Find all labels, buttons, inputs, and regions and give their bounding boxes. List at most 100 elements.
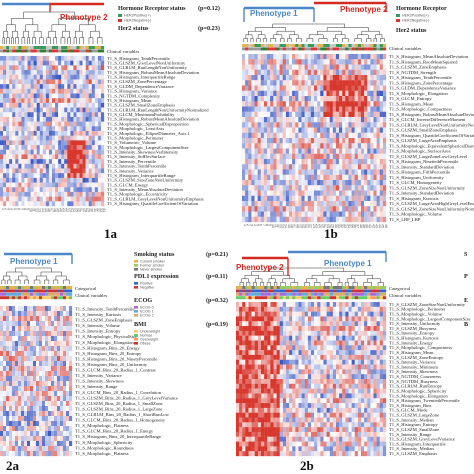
- heatmap-cell: [58, 88, 62, 94]
- heatmap-cell: [357, 345, 362, 351]
- heatmap-cell: [42, 84, 47, 89]
- heatmap-cell: [0, 336, 4, 342]
- heatmap-cell: [282, 132, 286, 139]
- heatmap-cell: [42, 441, 46, 447]
- heatmap-cell: [48, 346, 52, 352]
- heatmap-cell: [263, 59, 268, 65]
- heatmap-cell: [367, 117, 371, 123]
- heatmap-cell: [82, 154, 86, 160]
- heatmap-cell: [360, 111, 365, 118]
- heatmap-cell: [323, 101, 327, 107]
- heatmap-cell: [15, 131, 19, 136]
- heatmap-cell: [254, 148, 258, 154]
- heatmap-cell: [57, 311, 61, 317]
- heatmap-cell: [30, 60, 34, 66]
- heatmap-cell: [273, 335, 277, 341]
- heatmap-cell: [376, 330, 380, 336]
- heatmap-cell: [314, 201, 318, 207]
- heatmap-cell: [261, 321, 265, 327]
- heatmap-cell: [382, 335, 387, 341]
- heatmap-cell: [30, 70, 34, 75]
- heatmap-cell: [82, 79, 86, 85]
- heatmap-cell: [33, 306, 37, 312]
- heatmap-cell: [6, 336, 10, 342]
- sample-label: 44: [378, 224, 382, 228]
- heatmap-cell: [298, 69, 302, 76]
- heatmap-cell: [36, 93, 40, 99]
- heatmap-cell: [301, 75, 305, 81]
- heatmap-cell: [88, 131, 92, 136]
- heatmap-cell: [379, 138, 384, 144]
- heatmap-cell: [48, 391, 52, 397]
- heatmap-cell: [245, 85, 249, 91]
- heatmap-cell: [61, 145, 65, 150]
- heatmap-cell: [354, 54, 358, 60]
- heatmap-cell: [314, 195, 318, 202]
- heatmap-cell: [348, 148, 352, 154]
- heatmap-cell: [76, 56, 80, 61]
- heatmap-cell: [373, 180, 377, 186]
- heatmap-cell: [348, 138, 352, 144]
- clinical-bar-cell: [248, 44, 252, 47]
- heatmap-cell: [18, 426, 22, 432]
- heatmap-cell: [36, 131, 40, 136]
- heatmap-cell: [326, 185, 330, 191]
- heatmap-cell: [55, 159, 59, 164]
- heatmap-cell: [276, 64, 280, 70]
- heatmap-cell: [364, 190, 368, 196]
- heatmap-cell: [12, 371, 16, 377]
- heatmap-cell: [320, 302, 324, 307]
- heatmap-cell: [76, 84, 80, 89]
- heatmap-cell: [15, 182, 19, 188]
- heatmap-cell: [304, 180, 308, 186]
- heatmap-cell: [61, 70, 65, 75]
- sample-label: 5: [13, 208, 17, 210]
- heatmap-cell: [360, 211, 365, 217]
- column-dendrogram: [1, 267, 70, 284]
- heatmap-cell: [254, 127, 258, 133]
- heatmap-cell: [39, 126, 43, 132]
- heatmap-cell: [317, 195, 321, 202]
- heatmap-cell: [251, 216, 255, 223]
- clinical-bar-cell: [57, 289, 61, 293]
- heatmap-cell: [45, 177, 50, 183]
- heatmap-cell: [60, 351, 64, 357]
- heatmap-cell: [360, 138, 365, 144]
- heatmap-cell: [345, 216, 349, 223]
- heatmap-cell: [286, 326, 290, 332]
- heatmap-cell: [9, 168, 13, 174]
- heatmap-cell: [348, 354, 352, 360]
- heatmap-cell: [48, 154, 53, 160]
- heatmap-cell: [339, 311, 343, 317]
- feature-label: T1_S_GLSZM_SmallZoneEmphasis: [107, 103, 175, 108]
- heatmap-cell: [257, 330, 262, 336]
- heatmap-cell: [382, 127, 387, 133]
- heatmap-cell: [267, 69, 271, 76]
- heatmap-cell: [70, 60, 74, 66]
- heatmap-cell: [51, 411, 55, 417]
- heatmap-cell: [320, 306, 324, 312]
- heatmap-cell: [70, 102, 74, 108]
- heatmap-cell: [24, 391, 28, 397]
- feature-label: T1_S_Morphologic_SurfaceArea: [389, 149, 451, 154]
- feature-label: T1_S_GLSZM_ZoneSizeNonUniformity: [389, 185, 466, 190]
- heatmap-cell: [54, 346, 58, 352]
- heatmap-cell: [285, 159, 290, 165]
- heatmap-cell: [88, 88, 92, 94]
- heatmap-cell: [357, 311, 362, 317]
- heatmap-cell: [45, 401, 49, 407]
- heatmap-cell: [332, 340, 337, 346]
- heatmap-cell: [54, 366, 58, 372]
- heatmap-cell: [360, 59, 365, 65]
- heatmap-cell: [18, 173, 22, 179]
- heatmap-cell: [311, 330, 315, 336]
- heatmap-cell: [317, 359, 321, 365]
- heatmap-cell: [382, 148, 387, 154]
- heatmap-cell: [257, 101, 261, 107]
- heatmap-cell: [39, 196, 43, 202]
- clinical-bar-cell: [254, 44, 258, 47]
- clinical-bar-cell: [301, 47, 305, 51]
- heatmap-cell: [370, 185, 374, 191]
- heatmap-cell: [279, 90, 283, 97]
- heatmap-cell: [61, 149, 65, 155]
